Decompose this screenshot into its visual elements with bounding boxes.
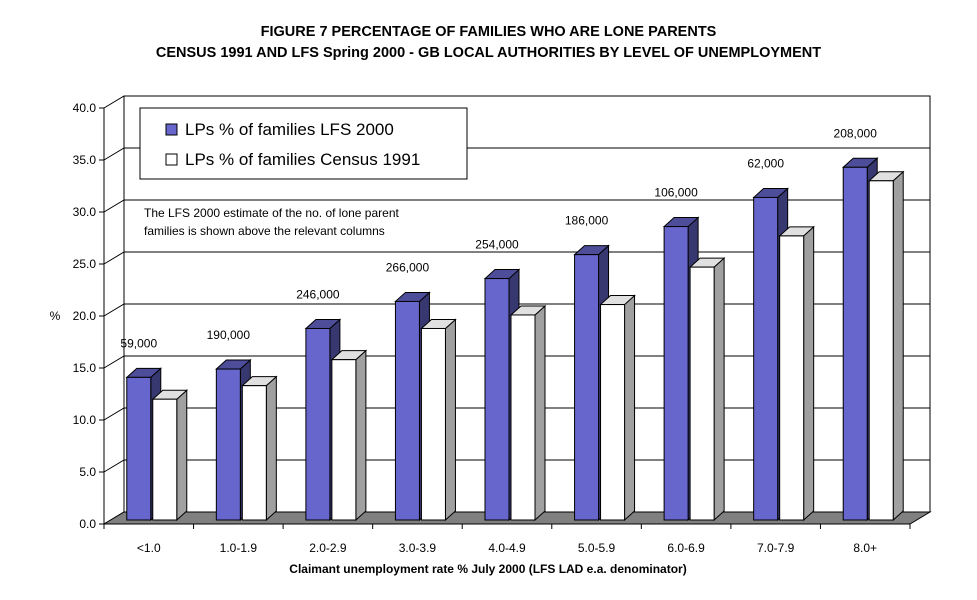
bar-front (305, 327, 331, 521)
bar-census-1991 (420, 318, 457, 522)
bar-census-1991 (241, 375, 278, 522)
chart-title: FIGURE 7 PERCENTAGE OF FAMILIES WHO ARE … (260, 24, 717, 40)
bar-front (779, 235, 805, 521)
data-label: 106,000 (654, 186, 698, 200)
y-tick-label: 10.0 (73, 413, 97, 427)
data-label: 266,000 (386, 260, 430, 274)
bar-census-1991 (509, 304, 547, 522)
bar-side (713, 256, 725, 522)
legend-label: LPs % of families Census 1991 (185, 150, 420, 169)
y-tick-label: 40.0 (73, 101, 97, 115)
y-tick-label: 0.0 (79, 517, 96, 531)
data-label: 59,000 (120, 336, 157, 350)
bar-front (663, 226, 689, 521)
bar-census-1991 (688, 256, 726, 522)
data-label: 62,000 (747, 156, 784, 170)
legend-box (139, 107, 468, 180)
y-tick-label: 35.0 (73, 153, 97, 167)
gridline (103, 407, 930, 421)
y-tick-label: 20.0 (73, 309, 97, 323)
gridline (103, 95, 930, 109)
gridline (103, 355, 930, 369)
bar-front (689, 266, 715, 521)
bar-census-1991 (867, 170, 905, 522)
gridline (103, 251, 930, 265)
bar-front (842, 166, 868, 521)
y-tick-label: 15.0 (73, 361, 97, 375)
y-axis-label: % (50, 309, 61, 323)
y-tick-label: 25.0 (73, 257, 97, 271)
bar-front (331, 359, 357, 521)
bar-census-1991 (778, 225, 815, 522)
x-tick-label: 2.0-2.9 (309, 541, 347, 555)
bar-side (355, 349, 367, 522)
gridline (103, 459, 930, 473)
bar-front (753, 196, 779, 521)
bar-front (152, 398, 178, 521)
data-label: 254,000 (475, 238, 519, 252)
x-tick-label: 4.0-4.9 (488, 541, 526, 555)
annotation-text: The LFS 2000 estimate of the no. of lone… (144, 206, 399, 220)
bar-front (600, 304, 626, 521)
bar-side (534, 304, 546, 522)
chart-subtitle: CENSUS 1991 AND LFS Spring 2000 - GB LOC… (155, 45, 822, 61)
bar-side (624, 294, 636, 522)
bar-front (215, 368, 241, 521)
bar-side (176, 389, 188, 522)
x-tick-label: 8.0+ (853, 541, 877, 555)
x-tick-label: 6.0-6.9 (667, 541, 705, 555)
gridline (103, 303, 930, 317)
data-label: 186,000 (565, 214, 609, 228)
x-tick-label: 3.0-3.9 (399, 541, 437, 555)
bar-front (868, 180, 894, 521)
x-tick-label: 1.0-1.9 (220, 541, 258, 555)
legend-swatch (165, 123, 178, 136)
bar-census-1991 (151, 389, 189, 522)
bar-side (892, 170, 904, 522)
bar-front (394, 300, 420, 521)
x-tick-label: 7.0-7.9 (757, 541, 795, 555)
bar-front (126, 376, 152, 521)
data-label: 208,000 (834, 126, 878, 140)
x-tick-label: <1.0 (137, 541, 161, 555)
data-label: 190,000 (207, 328, 251, 342)
bar-front (510, 314, 536, 521)
x-axis-title: Claimant unemployment rate % July 2000 (… (289, 562, 686, 576)
x-tick-label: 5.0-5.9 (578, 541, 616, 555)
bar-front (484, 278, 510, 521)
legend-swatch (165, 153, 178, 166)
legend-label: LPs % of families LFS 2000 (185, 120, 394, 139)
annotation-text: families is shown above the relevant col… (144, 224, 385, 238)
y-tick-label: 30.0 (73, 205, 97, 219)
bar-side (803, 225, 815, 522)
gridline (103, 147, 930, 161)
bar-census-1991 (599, 294, 636, 522)
data-label: 246,000 (296, 287, 340, 301)
bar-side (265, 375, 277, 522)
bar-front (241, 385, 267, 521)
y-tick-label: 5.0 (79, 465, 96, 479)
gridline (103, 199, 930, 213)
bar-front (420, 327, 446, 521)
bar-front (574, 254, 600, 521)
bar-census-1991 (330, 349, 368, 522)
bar-side (444, 318, 456, 522)
